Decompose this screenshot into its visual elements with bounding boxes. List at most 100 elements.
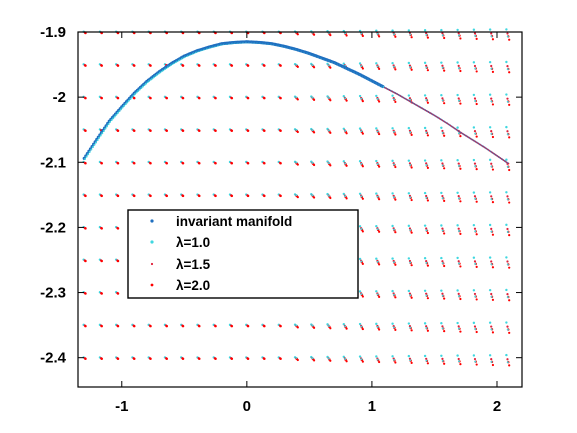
- lattice-point-lambda-1-0: [423, 61, 427, 65]
- lattice-point-lambda-1-0: [423, 224, 427, 227]
- lattice-point-lambda-1-5: [506, 130, 509, 133]
- lattice-point-lambda-1-0: [392, 33, 395, 36]
- lattice-point-lambda-2-0: [312, 66, 316, 69]
- lattice-point-lambda-2-0: [181, 162, 185, 165]
- lattice-point-lambda-1-0: [456, 191, 459, 194]
- lattice-point-lambda-1-0: [358, 159, 362, 163]
- lattice-point-lambda-2-0: [84, 227, 87, 230]
- lattice-point-lambda-2-0: [149, 64, 152, 67]
- lattice-point-lambda-1-0: [295, 161, 298, 164]
- lattice-point-lambda-1-0: [342, 160, 345, 163]
- lattice-point-lambda-1-0: [407, 322, 411, 325]
- lattice-point-lambda-1-5: [490, 195, 493, 198]
- lattice-point-lambda-1-0: [376, 130, 379, 133]
- lattice-point-lambda-1-5: [408, 227, 412, 230]
- lattice-point-lambda-2-0: [378, 263, 381, 266]
- lattice-point-lambda-2-0: [491, 168, 495, 171]
- lattice-point-lambda-1-5: [473, 195, 477, 198]
- lattice-point-lambda-1-5: [506, 292, 509, 296]
- lattice-point-lambda-1-0: [423, 322, 427, 325]
- lattice-point-lambda-2-0: [296, 196, 299, 199]
- lattice-point-lambda-2-0: [491, 298, 495, 301]
- manifold-point-lambda-1-0: [87, 153, 90, 156]
- lattice-point-lambda-2-0: [426, 199, 429, 202]
- lattice-point-lambda-1-0: [407, 126, 411, 130]
- lattice-point-lambda-1-0: [456, 289, 459, 292]
- lattice-point-lambda-2-0: [246, 194, 250, 198]
- lattice-point-lambda-1-5: [441, 32, 444, 35]
- lattice-point-lambda-1-5: [408, 97, 412, 100]
- lattice-point-lambda-1-0: [474, 262, 477, 265]
- lattice-point-lambda-2-0: [296, 358, 299, 362]
- lattice-point-lambda-2-0: [100, 357, 103, 360]
- lattice-point-lambda-1-0: [505, 125, 508, 129]
- lattice-point-lambda-2-0: [84, 292, 87, 295]
- lattice-point-lambda-1-0: [409, 359, 412, 362]
- lattice-point-lambda-2-0: [263, 357, 266, 360]
- lattice-point-lambda-1-5: [490, 260, 493, 263]
- lattice-point-lambda-2-0: [84, 96, 87, 100]
- lattice-point-lambda-1-0: [295, 356, 298, 359]
- lattice-point-lambda-2-0: [198, 96, 201, 100]
- lattice-point-lambda-2-0: [279, 357, 282, 360]
- lattice-point-lambda-2-0: [475, 233, 478, 236]
- manifold-point-lambda-1-0: [129, 97, 132, 100]
- lattice-point-lambda-1-0: [506, 133, 509, 136]
- lattice-point-lambda-2-0: [345, 327, 348, 330]
- lattice-point-lambda-2-0: [361, 132, 364, 135]
- manifold-point-lambda-1-0: [107, 123, 110, 126]
- lattice-point-lambda-1-5: [506, 227, 509, 231]
- lattice-point-lambda-1-0: [376, 32, 379, 35]
- lattice-point-lambda-1-5: [425, 227, 428, 230]
- lattice-point-lambda-1-0: [375, 29, 378, 32]
- lattice-point-lambda-1-0: [441, 34, 444, 37]
- y-tick-label: -2.1: [40, 154, 66, 171]
- lattice-point-lambda-2-0: [491, 201, 495, 204]
- lattice-point-lambda-1-0: [376, 228, 379, 231]
- lattice-point-lambda-1-5: [457, 227, 460, 230]
- lattice-point-lambda-1-0: [490, 230, 493, 233]
- lattice-point-lambda-1-5: [441, 129, 444, 133]
- lattice-point-lambda-2-0: [508, 136, 511, 139]
- lattice-point-lambda-2-0: [214, 357, 217, 360]
- lattice-point-lambda-1-0: [441, 131, 444, 134]
- lattice-point-lambda-2-0: [116, 357, 120, 360]
- lattice-point-lambda-1-0: [440, 126, 443, 129]
- lattice-point-lambda-1-5: [408, 162, 412, 165]
- lattice-point-lambda-1-0: [360, 195, 363, 198]
- lattice-point-lambda-1-0: [391, 192, 394, 195]
- lattice-point-lambda-2-0: [345, 132, 348, 135]
- lattice-point-lambda-1-0: [458, 295, 461, 298]
- lattice-point-lambda-2-0: [312, 196, 316, 199]
- lattice-point-lambda-2-0: [296, 326, 299, 329]
- lattice-point-lambda-2-0: [100, 227, 103, 230]
- lattice-point-lambda-1-0: [358, 290, 362, 293]
- lattice-point-lambda-1-0: [376, 163, 379, 166]
- lattice-point-lambda-1-5: [441, 292, 444, 295]
- lattice-point-lambda-2-0: [491, 331, 495, 334]
- lattice-point-lambda-1-0: [327, 129, 330, 132]
- lattice-point-lambda-2-0: [181, 96, 185, 100]
- lattice-point-lambda-2-0: [475, 265, 478, 268]
- lattice-point-lambda-1-0: [375, 322, 378, 326]
- lattice-point-lambda-1-0: [490, 295, 493, 298]
- x-tick-label: 2: [493, 398, 501, 415]
- lattice-point-lambda-1-0: [409, 131, 412, 134]
- lattice-point-lambda-1-0: [505, 158, 508, 161]
- lattice-point-lambda-1-5: [473, 162, 477, 165]
- lattice-point-lambda-2-0: [361, 99, 364, 103]
- lattice-point-lambda-2-0: [214, 64, 217, 67]
- lattice-point-lambda-1-0: [440, 289, 443, 292]
- lattice-point-lambda-2-0: [508, 299, 511, 302]
- lattice-point-lambda-1-0: [458, 132, 461, 135]
- lattice-point-lambda-1-0: [440, 159, 443, 162]
- lattice-point-lambda-1-0: [488, 60, 492, 64]
- manifold-point-lambda-1-0: [85, 155, 88, 158]
- lattice-point-lambda-2-0: [198, 357, 201, 360]
- lattice-point-lambda-2-0: [378, 132, 381, 136]
- lattice-point-lambda-2-0: [100, 194, 103, 198]
- lattice-point-lambda-2-0: [443, 199, 446, 202]
- lattice-point-lambda-1-0: [392, 228, 395, 231]
- lattice-point-lambda-1-5: [441, 162, 444, 165]
- lattice-point-lambda-1-0: [342, 355, 345, 358]
